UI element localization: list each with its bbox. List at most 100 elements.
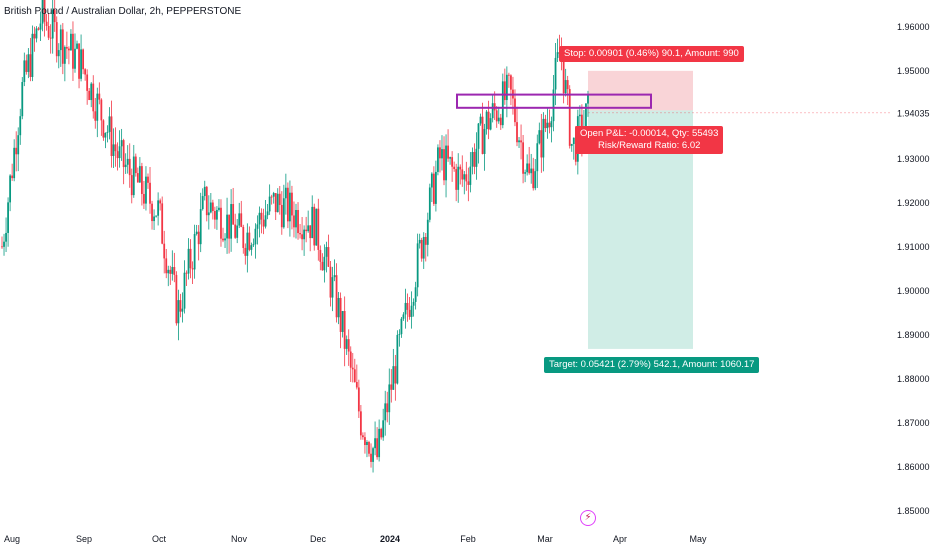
candle-body [447,145,449,159]
candle-body [220,207,222,239]
candle-body [55,22,58,57]
candle-body [199,209,202,245]
candle-body [587,95,589,104]
candle-body [268,196,271,212]
candle-body [86,74,89,91]
candle-body [471,151,474,167]
x-tick-label: Nov [231,534,248,544]
candle-body [455,169,458,190]
open-pnl-text: Open P&L: -0.00014, Qty: 55493 [580,128,719,139]
candle-body [331,277,334,298]
candle-body [17,135,20,155]
lightning-icon[interactable]: ⚡ [580,510,596,526]
candle-body [430,173,433,188]
candle-body [392,366,395,390]
y-tick-label: 1.93000 [897,154,930,164]
candle-body [540,130,543,158]
candle-body [216,209,218,220]
candle-body [585,103,587,127]
candle-body [92,83,95,112]
candle-body [453,166,456,170]
candle-body [266,211,269,216]
candle-body [250,245,253,250]
candle-body [530,168,533,174]
candle-body [481,116,484,154]
candle-body [465,174,468,182]
candle-body [390,384,393,390]
candle-body [57,50,60,57]
candle-body [130,175,133,196]
y-tick-label: 1.85000 [897,506,930,516]
candle-body [179,300,182,312]
candle-body [224,238,226,241]
candle-body [544,118,547,129]
y-tick-label: 1.88000 [897,374,930,384]
candle-body [175,274,178,324]
candle-body [564,80,567,94]
candle-body [321,261,324,271]
candle-body [394,366,397,384]
candle-body [143,193,145,204]
candle-body [88,90,91,101]
candle-body [339,297,342,332]
candle-body [94,111,97,121]
candle-body [374,438,376,449]
candle-body [299,233,301,235]
candle-body [422,236,425,259]
candle-body [181,308,184,312]
candle-body [333,275,336,278]
candle-body [280,204,283,228]
candle-body [70,33,72,51]
candle-body [362,435,364,438]
candle-body [400,318,403,335]
candle-body [351,367,354,370]
candle-body [126,158,129,165]
candle-body [507,74,510,76]
candle-body [193,234,196,270]
pnl-label: Open P&L: -0.00014, Qty: 55493 Risk/Rewa… [575,126,724,154]
candle-body [25,60,28,72]
candle-body [305,229,308,232]
candle-body [11,175,14,179]
candle-body [132,156,135,196]
candle-body [47,26,50,38]
candle-body [240,213,243,227]
candle-body [157,200,160,216]
candle-body [548,122,551,128]
candle-body [39,23,42,30]
candle-body [398,334,401,335]
candle-body [520,140,522,143]
candle-body [159,200,162,204]
candle-body [347,339,350,352]
candle-body [432,173,435,204]
candle-body [80,49,82,79]
candle-body [7,202,9,233]
candle-body [177,300,180,324]
candle-body [286,187,289,222]
candle-body [518,140,520,143]
candle-body [319,249,322,262]
candle-body [524,172,527,174]
candle-body [303,229,306,240]
candle-body [118,146,121,159]
candle-body [536,143,539,172]
candle-body [376,438,379,458]
candle-body [406,302,409,310]
risk-reward-text: Risk/Reward Ratio: 6.02 [597,140,701,151]
candle-body [315,208,318,246]
candle-body [236,225,239,238]
candle-body [426,219,429,245]
candle-body [463,174,466,180]
candle-body [59,29,62,51]
candle-body [27,54,30,72]
candle-body [141,166,143,194]
candle-body [167,269,170,274]
candle-body [163,243,166,259]
candle-body [325,247,328,257]
candle-body [128,158,131,176]
candle-body [510,75,512,90]
candle-body [110,116,113,157]
candle-body [122,140,125,168]
